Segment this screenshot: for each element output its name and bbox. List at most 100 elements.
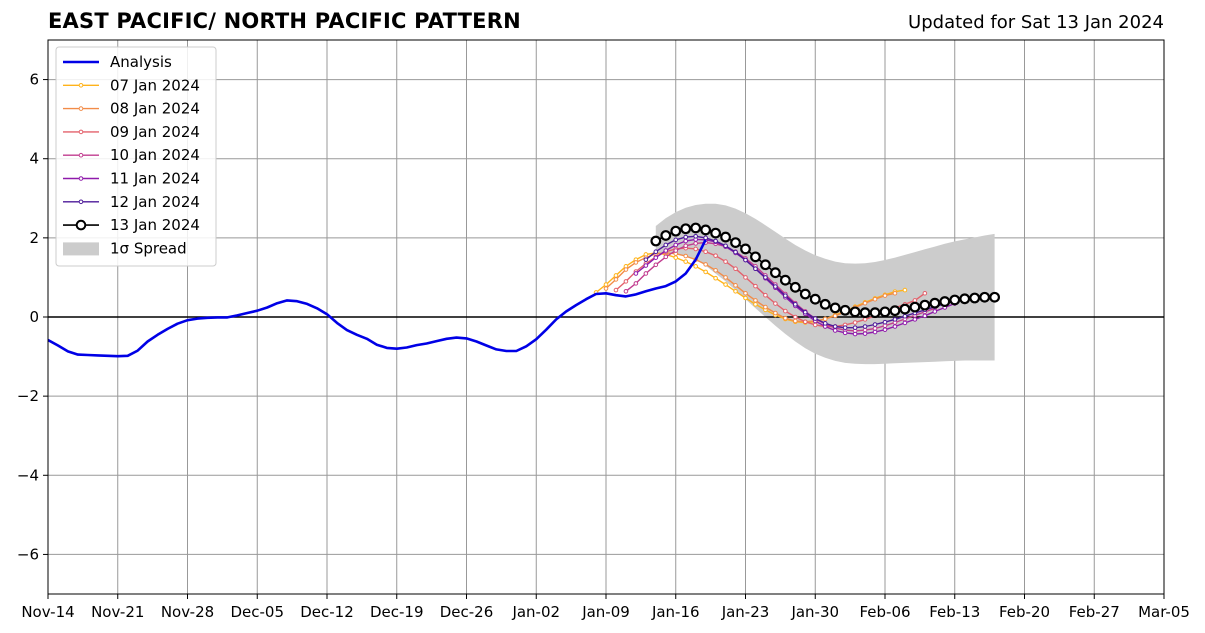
forecast-point: [802, 309, 808, 315]
forecast-point: [663, 254, 669, 260]
forecast-point: [763, 292, 768, 298]
forecast-point: [793, 314, 798, 320]
forecast-point: [713, 238, 718, 244]
forecast-point: [723, 243, 728, 249]
forecast-point: [763, 304, 768, 310]
forecast-point-latest: [710, 227, 722, 239]
x-tick-label: Feb-06: [859, 603, 910, 621]
x-tick-label: Jan-30: [790, 603, 839, 621]
forecast-point: [643, 257, 649, 262]
forecast-point: [912, 317, 918, 322]
forecast-point: [693, 246, 698, 252]
forecast-point: [872, 329, 878, 335]
forecast-point: [623, 279, 629, 284]
forecast-point: [653, 249, 659, 255]
legend: Analysis 07 Jan 2024 08 Jan 2024 09 Jan 202…: [55, 46, 217, 267]
forecast-point: [733, 283, 738, 288]
forecast-point: [793, 318, 798, 324]
updated-date: Updated for Sat 13 Jan 2024: [908, 12, 1164, 33]
forecast-point-latest: [829, 302, 841, 314]
legend-label: 1σ Spread: [110, 239, 187, 257]
x-tick-label: Jan-16: [651, 603, 700, 621]
x-tick-label: Dec-19: [370, 603, 424, 621]
forecast-point: [683, 259, 689, 264]
forecast-point-latest: [680, 223, 692, 235]
legend-swatch-marker: [78, 152, 84, 158]
y-tick-label: −4: [17, 466, 39, 484]
series: [48, 222, 1001, 358]
legend-box: [55, 46, 217, 267]
forecast-point: [713, 253, 718, 258]
forecast-point: [633, 281, 639, 286]
forecast-point-latest: [959, 293, 971, 305]
forecast-point-latest: [939, 296, 951, 307]
forecast-point: [643, 263, 649, 268]
forecast-point: [793, 302, 798, 307]
forecast-point: [892, 317, 898, 322]
forecast-point: [743, 290, 748, 296]
axis-ticks: Nov-14 Nov-21 Nov-28 Dec-05 Dec-12 Dec-19 Dec-…: [17, 71, 1190, 621]
legend-label: 07 Jan 2024: [110, 76, 200, 94]
forecast-point: [703, 235, 708, 241]
forecast-point: [733, 249, 738, 255]
forecast-point-latest: [929, 297, 941, 309]
forecast-point: [743, 295, 748, 301]
forecast-point: [633, 260, 639, 265]
forecast-point: [673, 255, 679, 260]
forecast-point: [862, 300, 868, 306]
forecast-point: [603, 286, 609, 291]
forecast-point: [743, 257, 748, 263]
forecast-point: [852, 320, 858, 325]
forecast-point: [783, 315, 788, 321]
forecast-point-latest: [789, 281, 801, 293]
forecast-point: [653, 262, 659, 268]
forecast-point: [673, 242, 679, 248]
forecast-point: [882, 319, 888, 325]
forecast-point: [703, 249, 708, 255]
forecast-point: [932, 309, 938, 314]
forecast-point-latest: [670, 225, 682, 237]
forecast-point-latest: [989, 291, 1001, 303]
y-tick-label: −2: [17, 387, 39, 405]
forecast-point-latest: [969, 292, 981, 304]
forecast-point: [723, 259, 728, 264]
legend-swatch-marker: [78, 83, 84, 88]
forecast-point-latest: [899, 303, 911, 315]
y-tick-label: 2: [29, 229, 39, 247]
forecast-point: [763, 275, 768, 280]
forecast-point: [822, 316, 828, 322]
forecast-point: [892, 290, 898, 296]
forecast-point: [623, 288, 629, 294]
forecast-point: [613, 287, 619, 293]
forecast-point-latest: [879, 306, 891, 318]
forecast-point-latest: [839, 304, 851, 316]
forecast-point: [693, 241, 698, 246]
forecast-point: [872, 322, 878, 327]
forecast-point-latest: [720, 231, 731, 243]
forecast-point-latest: [889, 305, 901, 317]
y-tick-label: 6: [29, 71, 39, 89]
forecast-point: [842, 325, 848, 330]
forecast-point: [703, 269, 708, 275]
forecast-point-latest: [979, 291, 991, 303]
forecast-point: [882, 327, 888, 332]
forecast-point: [753, 298, 758, 303]
legend-label: 10 Jan 2024: [110, 146, 200, 164]
forecast-point: [842, 330, 848, 336]
legend-label: Analysis: [110, 53, 172, 71]
legend-label: 13 Jan 2024: [110, 216, 200, 234]
forecast-point: [713, 268, 718, 273]
forecast-point: [693, 233, 698, 239]
forecast-point: [623, 267, 629, 272]
x-tick-label: Feb-20: [999, 603, 1050, 621]
forecast-point: [663, 248, 669, 253]
forecast-point: [743, 275, 748, 280]
forecast-point-latest: [799, 288, 811, 300]
forecast-point-latest: [809, 293, 821, 305]
forecast-point-latest: [859, 307, 871, 319]
forecast-point: [852, 331, 858, 337]
forecast-point: [753, 302, 758, 307]
forecast-point: [852, 325, 858, 330]
forecast-point-latest: [650, 235, 662, 247]
forecast-point: [723, 275, 728, 280]
